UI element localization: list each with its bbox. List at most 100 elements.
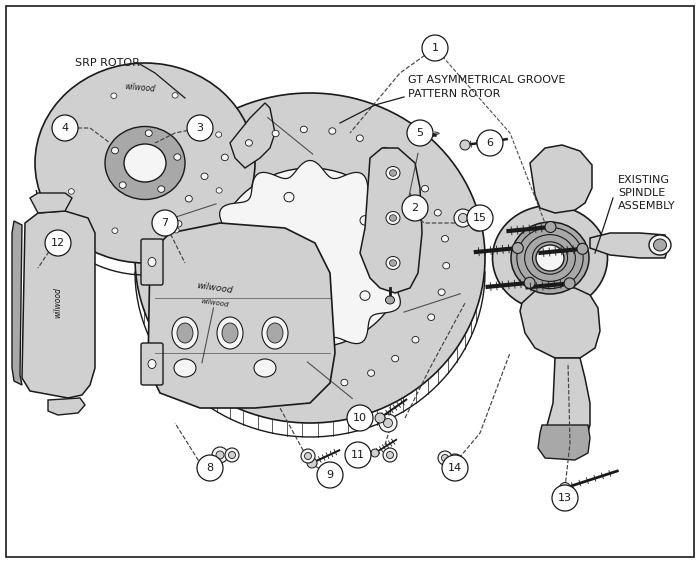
Ellipse shape [284,193,294,202]
Ellipse shape [313,383,320,390]
Text: wilwood: wilwood [196,281,234,295]
Ellipse shape [175,221,182,227]
Text: wilwood: wilwood [124,82,156,94]
Ellipse shape [412,337,419,343]
Ellipse shape [172,92,178,98]
FancyBboxPatch shape [6,6,694,557]
Circle shape [446,454,464,472]
Ellipse shape [254,359,276,377]
Circle shape [474,219,482,227]
Circle shape [317,462,343,488]
Circle shape [371,449,379,457]
Polygon shape [590,233,668,258]
Ellipse shape [192,324,199,330]
Ellipse shape [112,228,118,234]
Ellipse shape [148,360,156,369]
FancyBboxPatch shape [141,343,163,385]
Ellipse shape [174,359,196,377]
Circle shape [564,278,575,289]
Ellipse shape [421,185,428,192]
Ellipse shape [222,323,238,343]
Ellipse shape [382,148,388,154]
Text: 7: 7 [162,218,169,228]
Ellipse shape [442,235,449,242]
Ellipse shape [172,274,178,280]
Ellipse shape [386,257,400,270]
Circle shape [477,130,503,156]
Circle shape [410,126,420,136]
Ellipse shape [148,257,156,266]
Circle shape [407,120,433,146]
Ellipse shape [216,187,222,193]
Circle shape [45,230,71,256]
Circle shape [412,128,417,133]
Polygon shape [22,211,95,398]
Ellipse shape [215,168,405,348]
Text: 8: 8 [206,463,214,473]
Circle shape [152,210,178,236]
Circle shape [187,115,213,141]
Ellipse shape [177,323,193,343]
Circle shape [545,221,556,233]
Circle shape [345,442,371,468]
Ellipse shape [174,154,181,160]
Text: 3: 3 [197,123,204,133]
Ellipse shape [284,314,294,324]
Ellipse shape [124,144,166,182]
Text: GT ASYMMETRICAL GROOVE
PATTERN ROTOR: GT ASYMMETRICAL GROOVE PATTERN ROTOR [408,75,566,99]
Text: EXISTING
SPINDLE
ASSEMBLY: EXISTING SPINDLE ASSEMBLY [618,175,676,211]
Ellipse shape [386,167,400,180]
Circle shape [384,418,393,427]
Ellipse shape [146,130,153,136]
Ellipse shape [237,253,247,263]
Ellipse shape [119,182,126,189]
Polygon shape [520,286,600,358]
Ellipse shape [217,317,243,349]
Ellipse shape [389,170,396,176]
Polygon shape [207,160,413,356]
Polygon shape [360,148,422,293]
Polygon shape [538,425,590,460]
Circle shape [451,458,459,467]
Ellipse shape [216,132,222,137]
Text: 2: 2 [412,203,419,213]
Circle shape [470,215,486,231]
Ellipse shape [201,173,208,180]
Circle shape [383,448,397,462]
Ellipse shape [428,314,435,320]
Ellipse shape [389,215,396,221]
Circle shape [460,140,470,150]
Text: 1: 1 [431,43,438,53]
Text: wilwood: wilwood [53,288,62,319]
Text: 15: 15 [473,213,487,223]
Circle shape [422,35,448,61]
Circle shape [552,485,578,511]
Circle shape [228,452,235,458]
Ellipse shape [443,262,450,269]
Ellipse shape [360,291,370,301]
Polygon shape [530,145,592,213]
Circle shape [467,205,493,231]
Ellipse shape [391,355,398,362]
Ellipse shape [69,189,74,194]
Ellipse shape [178,300,186,306]
FancyBboxPatch shape [141,239,163,285]
Ellipse shape [68,133,74,138]
Text: 10: 10 [353,413,367,423]
Text: 13: 13 [558,493,572,503]
Ellipse shape [386,212,400,225]
Polygon shape [48,398,85,415]
Ellipse shape [272,130,279,137]
Text: 4: 4 [62,123,69,133]
Ellipse shape [186,195,192,202]
Circle shape [197,455,223,481]
Ellipse shape [300,126,307,133]
Circle shape [225,448,239,462]
Circle shape [402,195,428,221]
Ellipse shape [284,382,291,388]
Ellipse shape [368,370,374,376]
Text: SRP ROTOR: SRP ROTOR [75,58,140,68]
Ellipse shape [135,93,485,423]
Ellipse shape [257,374,264,381]
Circle shape [386,452,393,458]
